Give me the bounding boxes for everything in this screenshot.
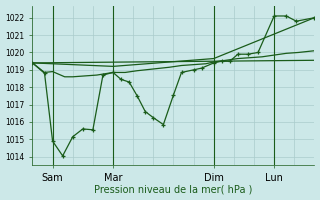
X-axis label: Pression niveau de la mer( hPa ): Pression niveau de la mer( hPa ) <box>94 184 252 194</box>
